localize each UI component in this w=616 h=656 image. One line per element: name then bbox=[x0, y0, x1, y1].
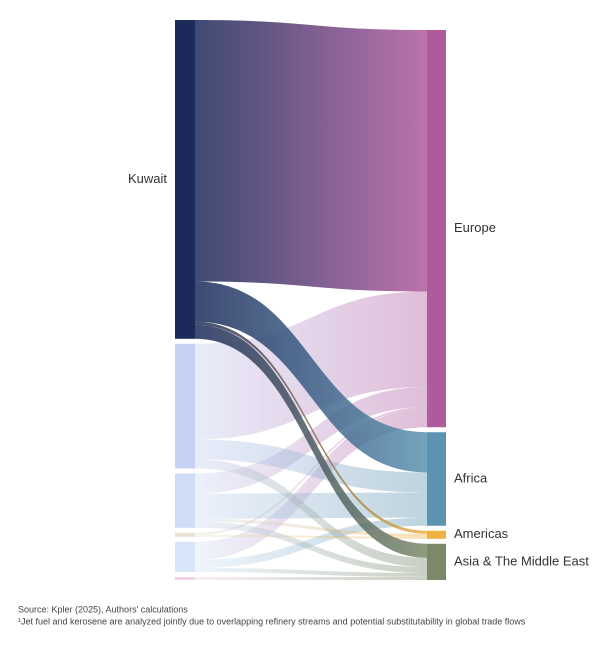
source-note: Source: Kpler (2025), Authors' calculati… bbox=[18, 604, 188, 614]
flow bbox=[195, 409, 427, 560]
source-node bbox=[175, 532, 195, 537]
source-node bbox=[175, 576, 195, 580]
target-label: Americas bbox=[454, 526, 509, 541]
source-node bbox=[175, 541, 195, 572]
flow bbox=[195, 576, 427, 580]
flow bbox=[195, 321, 427, 534]
flow bbox=[195, 281, 427, 473]
target-node bbox=[427, 30, 446, 428]
flow bbox=[195, 534, 427, 539]
target-node bbox=[427, 432, 446, 526]
source-node bbox=[175, 473, 195, 528]
source-label: Kuwait bbox=[128, 171, 167, 186]
target-node bbox=[427, 530, 446, 539]
target-label: Africa bbox=[454, 470, 488, 485]
nodes: Kuwait Europe Africa Americas Asia & The Mid… bbox=[128, 20, 589, 580]
flow bbox=[195, 492, 427, 519]
flow bbox=[195, 459, 427, 567]
flow bbox=[195, 521, 427, 573]
target-label: Asia & The Middle East bbox=[454, 553, 589, 568]
footnote: ¹Jet fuel and kerosene are analyzed join… bbox=[18, 616, 526, 626]
flows bbox=[195, 20, 427, 580]
flow bbox=[195, 324, 427, 558]
flow bbox=[195, 20, 427, 292]
flow bbox=[195, 439, 427, 493]
target-node bbox=[427, 543, 446, 580]
source-node bbox=[175, 343, 195, 469]
flow bbox=[195, 567, 427, 577]
flow bbox=[195, 517, 427, 568]
target-label: Europe bbox=[454, 220, 496, 235]
source-node bbox=[175, 20, 195, 339]
